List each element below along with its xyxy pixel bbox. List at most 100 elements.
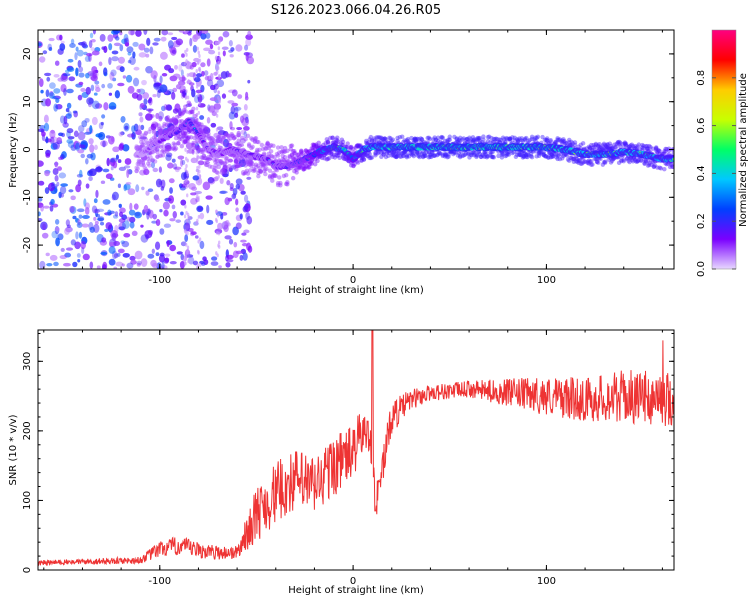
spectrogram-streak-cell	[186, 64, 190, 69]
spectrogram-ridge-halo	[257, 166, 262, 171]
spectrogram-ridge-halo	[177, 119, 182, 124]
spectrogram-ridge-halo	[198, 124, 203, 129]
spectrogram-ridge-halo	[207, 136, 212, 141]
spectrogram-noise-cell	[103, 67, 108, 76]
spectrogram-noise-cell	[136, 262, 141, 267]
spectrogram-noise-cell	[138, 43, 146, 51]
spectrogram-ridge-halo	[289, 152, 295, 157]
spectrogram-streak-cell	[215, 127, 219, 132]
spectrogram-ridge-halo	[328, 135, 333, 141]
spectrogram-ridge-halo	[221, 135, 226, 140]
spectrogram-ridge-halo	[251, 168, 256, 174]
spectrogram-noise-cell	[158, 115, 163, 122]
spectrogram-ridge-halo	[217, 136, 223, 142]
spectrogram-noise-cell	[180, 199, 187, 206]
spectrogram-noise-cell	[235, 198, 239, 206]
spectrogram-ridge-halo	[206, 131, 211, 136]
spectrogram-ridge-halo	[230, 153, 236, 158]
spectrogram-ridge-halo	[215, 170, 220, 176]
spectrogram-ridge-halo	[176, 140, 181, 146]
spectrogram-noise-cell	[128, 209, 136, 216]
spectrogram-ridge-halo	[171, 145, 176, 151]
spectrogram-noise-cell	[240, 190, 246, 195]
spectrogram-ridge-halo	[596, 160, 601, 165]
spectrogram-ridge-halo	[326, 155, 332, 161]
spectrogram-noise-cell	[50, 129, 55, 134]
spectrogram-noise-cell	[169, 261, 177, 265]
spectrogram-ridge-halo	[335, 135, 340, 140]
spectrogram-ridge-halo	[259, 142, 265, 148]
spectrogram-streak-cell	[196, 263, 200, 268]
spectrogram-noise-cell	[164, 257, 170, 263]
spectrogram-noise-cell	[243, 126, 250, 131]
spectrogram-ridge-halo	[255, 139, 260, 145]
spectrogram-ridge-halo	[135, 166, 140, 171]
spectrogram-ridge-halo	[352, 161, 357, 167]
spectrogram-ridge-halo	[163, 129, 168, 134]
spectrogram-noise-cell	[105, 173, 113, 180]
spectrogram-streak-cell	[197, 50, 200, 55]
spectrogram-noise-cell	[75, 231, 79, 240]
spectrogram-noise-cell	[203, 70, 209, 76]
spectrogram-noise-cell	[171, 49, 177, 54]
spectrogram-ridge-halo	[339, 137, 345, 142]
spectrogram-streak-cell	[217, 213, 220, 218]
spectrogram-noise-cell	[38, 78, 44, 88]
spectrogram-noise-cell	[65, 226, 73, 233]
spectrogram-streak-cell	[184, 30, 187, 35]
spectrogram-ridge-halo	[194, 144, 200, 150]
spectrogram-noise-cell	[235, 183, 240, 190]
spectrogram-noise-cell	[55, 103, 63, 110]
spectrogram-noise-cell	[191, 186, 198, 191]
spectrogram-ridge-halo	[249, 163, 254, 169]
spectrogram-noise-cell	[108, 135, 115, 145]
spectrogram-noise-cell	[132, 77, 140, 87]
spectrogram-ridge-halo	[235, 162, 240, 168]
spectrogram-ridge-halo	[331, 152, 336, 157]
spectrogram-ridge-halo	[220, 168, 225, 173]
spectrogram-noise-cell	[205, 195, 213, 200]
spectrogram-ridge-halo	[236, 141, 241, 147]
spectrogram-ridge-halo	[230, 133, 236, 139]
spectrogram-noise-cell	[40, 89, 44, 94]
spectrogram-noise-cell	[42, 50, 48, 55]
spectrogram-ridge-halo	[180, 130, 186, 136]
spectrogram-ridge-halo	[268, 143, 274, 148]
spectrogram-ridge-halo	[194, 138, 200, 144]
spectrogram-streak-cell	[217, 174, 220, 179]
spectrogram-ridge-halo	[307, 164, 312, 170]
spectrogram-noise-cell	[211, 256, 218, 261]
spectrogram-noise-cell	[185, 142, 193, 150]
spectrogram-ridge-halo	[181, 109, 187, 114]
spectrogram-ridge-halo	[213, 166, 218, 171]
spectrogram-ridge-halo	[212, 157, 217, 162]
spectrogram-noise-cell	[153, 37, 161, 42]
spectrogram-ridge-halo	[135, 161, 140, 167]
spectrogram-noise-cell	[103, 45, 108, 54]
spectrogram-ridge-halo	[311, 142, 317, 148]
spectrogram-ridge-halo	[217, 159, 223, 164]
spectrogram-noise-cell	[53, 88, 61, 94]
spectrogram-ridge-halo	[288, 143, 294, 149]
spectrogram-ridge-halo	[275, 153, 281, 158]
spectrogram-noise-cell	[155, 112, 160, 120]
spectrogram-noise-cell	[99, 34, 106, 42]
spectrogram-streak-cell	[197, 93, 200, 98]
spectrogram-ridge-halo	[169, 119, 174, 124]
spectrogram-noise-cell	[207, 104, 211, 111]
spectrogram-streak-cell	[198, 53, 201, 58]
spectrogram-noise-cell	[51, 183, 58, 189]
spectrogram-noise-cell	[77, 149, 85, 154]
spectrogram-streak-cell	[186, 172, 190, 177]
spectrogram-noise-cell	[200, 30, 209, 35]
spectrogram-ridge-halo	[364, 152, 369, 158]
spectrogram-streak-cell	[218, 244, 221, 249]
spectrogram-streak-cell	[218, 60, 221, 65]
spectrogram-ridge-halo	[191, 106, 196, 112]
spectrogram-noise-cell	[118, 203, 122, 209]
spectrogram-noise-cell	[47, 182, 56, 192]
spectrogram-noise-cell	[119, 66, 125, 73]
spectrogram-ridge-halo	[246, 162, 252, 167]
spectrogram-noise-cell	[136, 88, 141, 93]
spectrogram-noise-cell	[108, 102, 117, 110]
